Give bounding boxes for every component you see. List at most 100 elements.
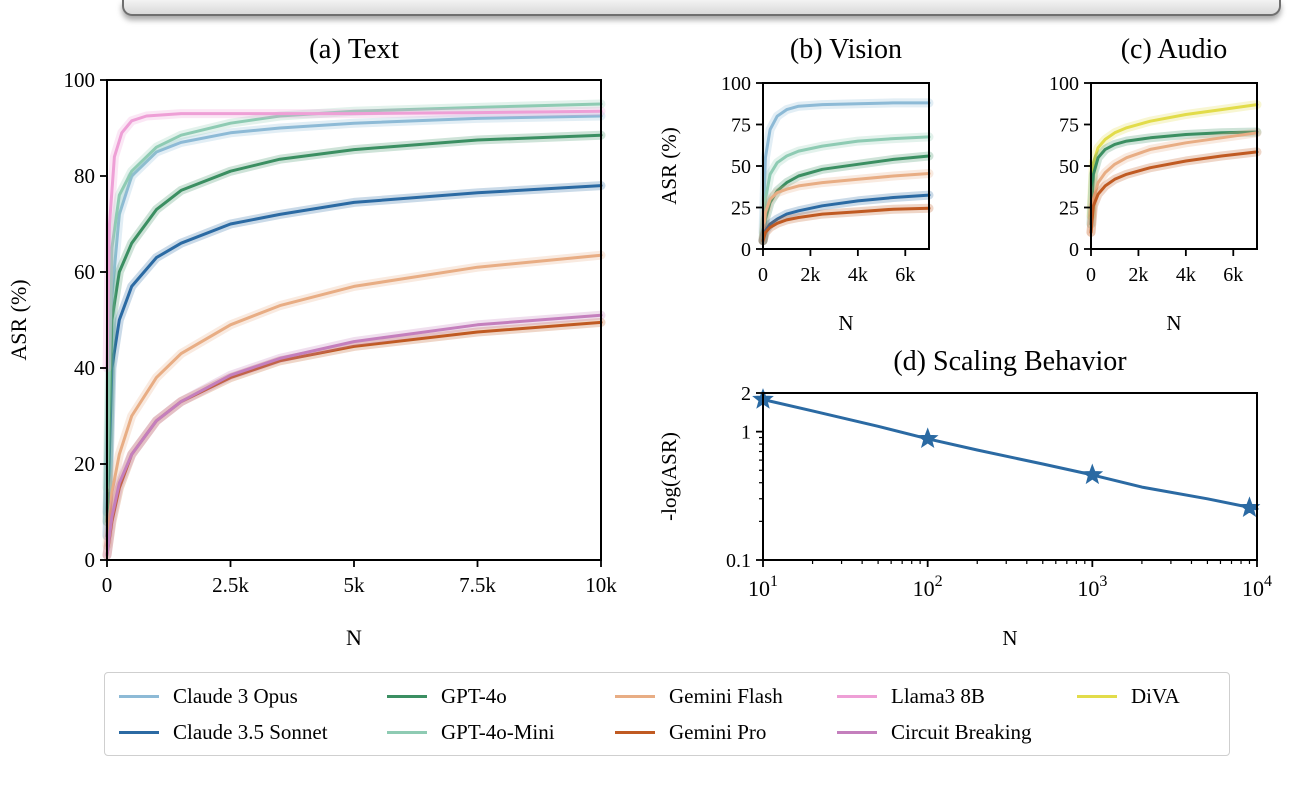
x-tick-label: 2k	[800, 264, 820, 286]
series-line-gpt-4o-mini	[105, 102, 603, 490]
x-tick-label: 4k	[1176, 264, 1196, 286]
x-tick-label: 5k	[344, 573, 366, 597]
chart-audio: 0 2k 4k 6k 0 25 50 75 100 (c) Audio N	[1049, 34, 1262, 335]
x-tick-label: 10k	[585, 573, 617, 597]
y-tick-label: 100	[721, 73, 751, 95]
series-band-gpt-4o-mini	[102, 99, 606, 493]
y-tick-label: 2	[741, 383, 751, 405]
x-tick-label: 104	[1242, 573, 1272, 601]
tick-exponent: 4	[1264, 573, 1272, 590]
series-band-claude-3-opus	[102, 111, 606, 517]
top-window-bar	[122, 0, 1281, 16]
tick-base: 10	[748, 576, 770, 601]
legend: Claude 3 Opus Claude 3.5 Sonnet GPT-4o G…	[104, 672, 1230, 756]
legend-item-llama3-8b: Llama3 8B	[837, 684, 985, 709]
axes-frame	[762, 392, 1258, 561]
legend-label: Llama3 8B	[891, 684, 985, 708]
x-tick-label: 102	[913, 573, 943, 601]
y-tick-label: 50	[731, 156, 751, 178]
series-line-gemini-flash	[761, 172, 931, 243]
series-line-claude-3-opus	[761, 101, 931, 234]
chart-title: (b) Vision	[790, 34, 902, 65]
x-axis-label: N	[346, 625, 362, 650]
x-axis-label: N	[1002, 626, 1017, 650]
x-tick-label: 2k	[1128, 264, 1148, 286]
legend-item-gpt-4o-mini: GPT-4o-Mini	[387, 720, 555, 745]
y-axis-label: ASR (%)	[6, 279, 31, 360]
series-line-llama3-8b	[105, 109, 603, 370]
legend-item-gemini-flash: Gemini Flash	[615, 684, 783, 709]
legend-swatch	[119, 695, 159, 698]
legend-label: Gemini Pro	[669, 720, 767, 744]
legend-label: Gemini Flash	[669, 684, 783, 708]
data-point-star	[1081, 463, 1104, 485]
y-tick-label: 100	[1049, 73, 1079, 95]
y-tick-label: 100	[64, 68, 96, 92]
y-tick-label: 0	[85, 548, 96, 572]
series-line-gpt-4o	[1089, 130, 1259, 226]
y-tick-label: 0	[741, 239, 751, 261]
x-tick-label: 101	[748, 573, 778, 601]
y-tick-label: 75	[731, 115, 751, 137]
y-tick-label: 20	[74, 452, 95, 476]
series-line-diva	[1089, 103, 1259, 218]
tick-exponent: 1	[770, 573, 778, 590]
x-tick-label: 6k	[1223, 264, 1243, 286]
x-tick-label: 6k	[895, 264, 915, 286]
legend-item-gemini-pro: Gemini Pro	[615, 720, 766, 745]
tick-base: 10	[913, 576, 935, 601]
legend-swatch	[615, 731, 655, 734]
y-tick-label: 75	[1059, 115, 1079, 137]
legend-label: DiVA	[1131, 684, 1180, 708]
legend-label: Claude 3.5 Sonnet	[173, 720, 328, 744]
series-line-claude-3-5-sonnet	[761, 193, 931, 243]
x-tick-label: 0	[102, 573, 113, 597]
series-line-gpt-4o-mini	[761, 135, 931, 243]
legend-swatch	[837, 731, 877, 734]
y-tick-label: 80	[74, 164, 95, 188]
series-group	[102, 99, 606, 560]
legend-item-claude-3-opus: Claude 3 Opus	[119, 684, 298, 709]
legend-swatch	[387, 731, 427, 734]
legend-label: Claude 3 Opus	[173, 684, 298, 708]
x-tick-label: 4k	[848, 264, 868, 286]
y-tick-label: 1	[741, 422, 751, 444]
series-line-gemini-flash	[105, 253, 603, 548]
tick-exponent: 3	[1099, 573, 1107, 590]
series-line-claude-3-5-sonnet	[105, 184, 603, 538]
legend-swatch	[119, 731, 159, 734]
legend-label: GPT-4o-Mini	[441, 720, 555, 744]
chart-vision: 0 2k 4k 6k 0 25 50 75 100 (b) Vision N ASR (%)	[657, 34, 934, 335]
x-axis-label: N	[1166, 311, 1181, 335]
tick-exponent: 2	[935, 573, 943, 590]
chart-title: (d) Scaling Behavior	[893, 346, 1127, 377]
x-tick-label: 7.5k	[459, 573, 496, 597]
series-group	[1086, 100, 1262, 237]
y-tick-label: 0	[1069, 239, 1079, 261]
y-axis-label: ASR (%)	[657, 127, 681, 205]
tick-base: 10	[1242, 576, 1264, 601]
legend-swatch	[1077, 695, 1117, 698]
series-line-gemini-pro	[1089, 150, 1259, 234]
legend-swatch	[837, 695, 877, 698]
x-tick-label: 2.5k	[212, 573, 249, 597]
x-tick-label: 0	[758, 264, 768, 286]
x-tick-label: 103	[1077, 573, 1107, 601]
legend-swatch	[615, 695, 655, 698]
series-line-circuit-breaking	[105, 313, 603, 557]
series-group	[758, 98, 934, 246]
legend-label: Circuit Breaking	[891, 720, 1032, 744]
series-line-gpt-4o	[761, 154, 931, 243]
tick-base: 10	[1077, 576, 1099, 601]
legend-swatch	[387, 695, 427, 698]
series-line-gemini-flash	[1089, 131, 1259, 234]
y-tick-label: 25	[731, 198, 751, 220]
legend-item-diva: DiVA	[1077, 684, 1180, 709]
legend-item-claude-3-5-sonnet: Claude 3.5 Sonnet	[119, 720, 328, 745]
legend-item-gpt-4o: GPT-4o	[387, 684, 507, 709]
y-tick-label: 50	[1059, 156, 1079, 178]
chart-text: 0 2.5k 5k 7.5k 10k 0 20 40 60 80 100 (a) Text N ASR (…	[6, 33, 617, 650]
y-tick-label: 25	[1059, 198, 1079, 220]
